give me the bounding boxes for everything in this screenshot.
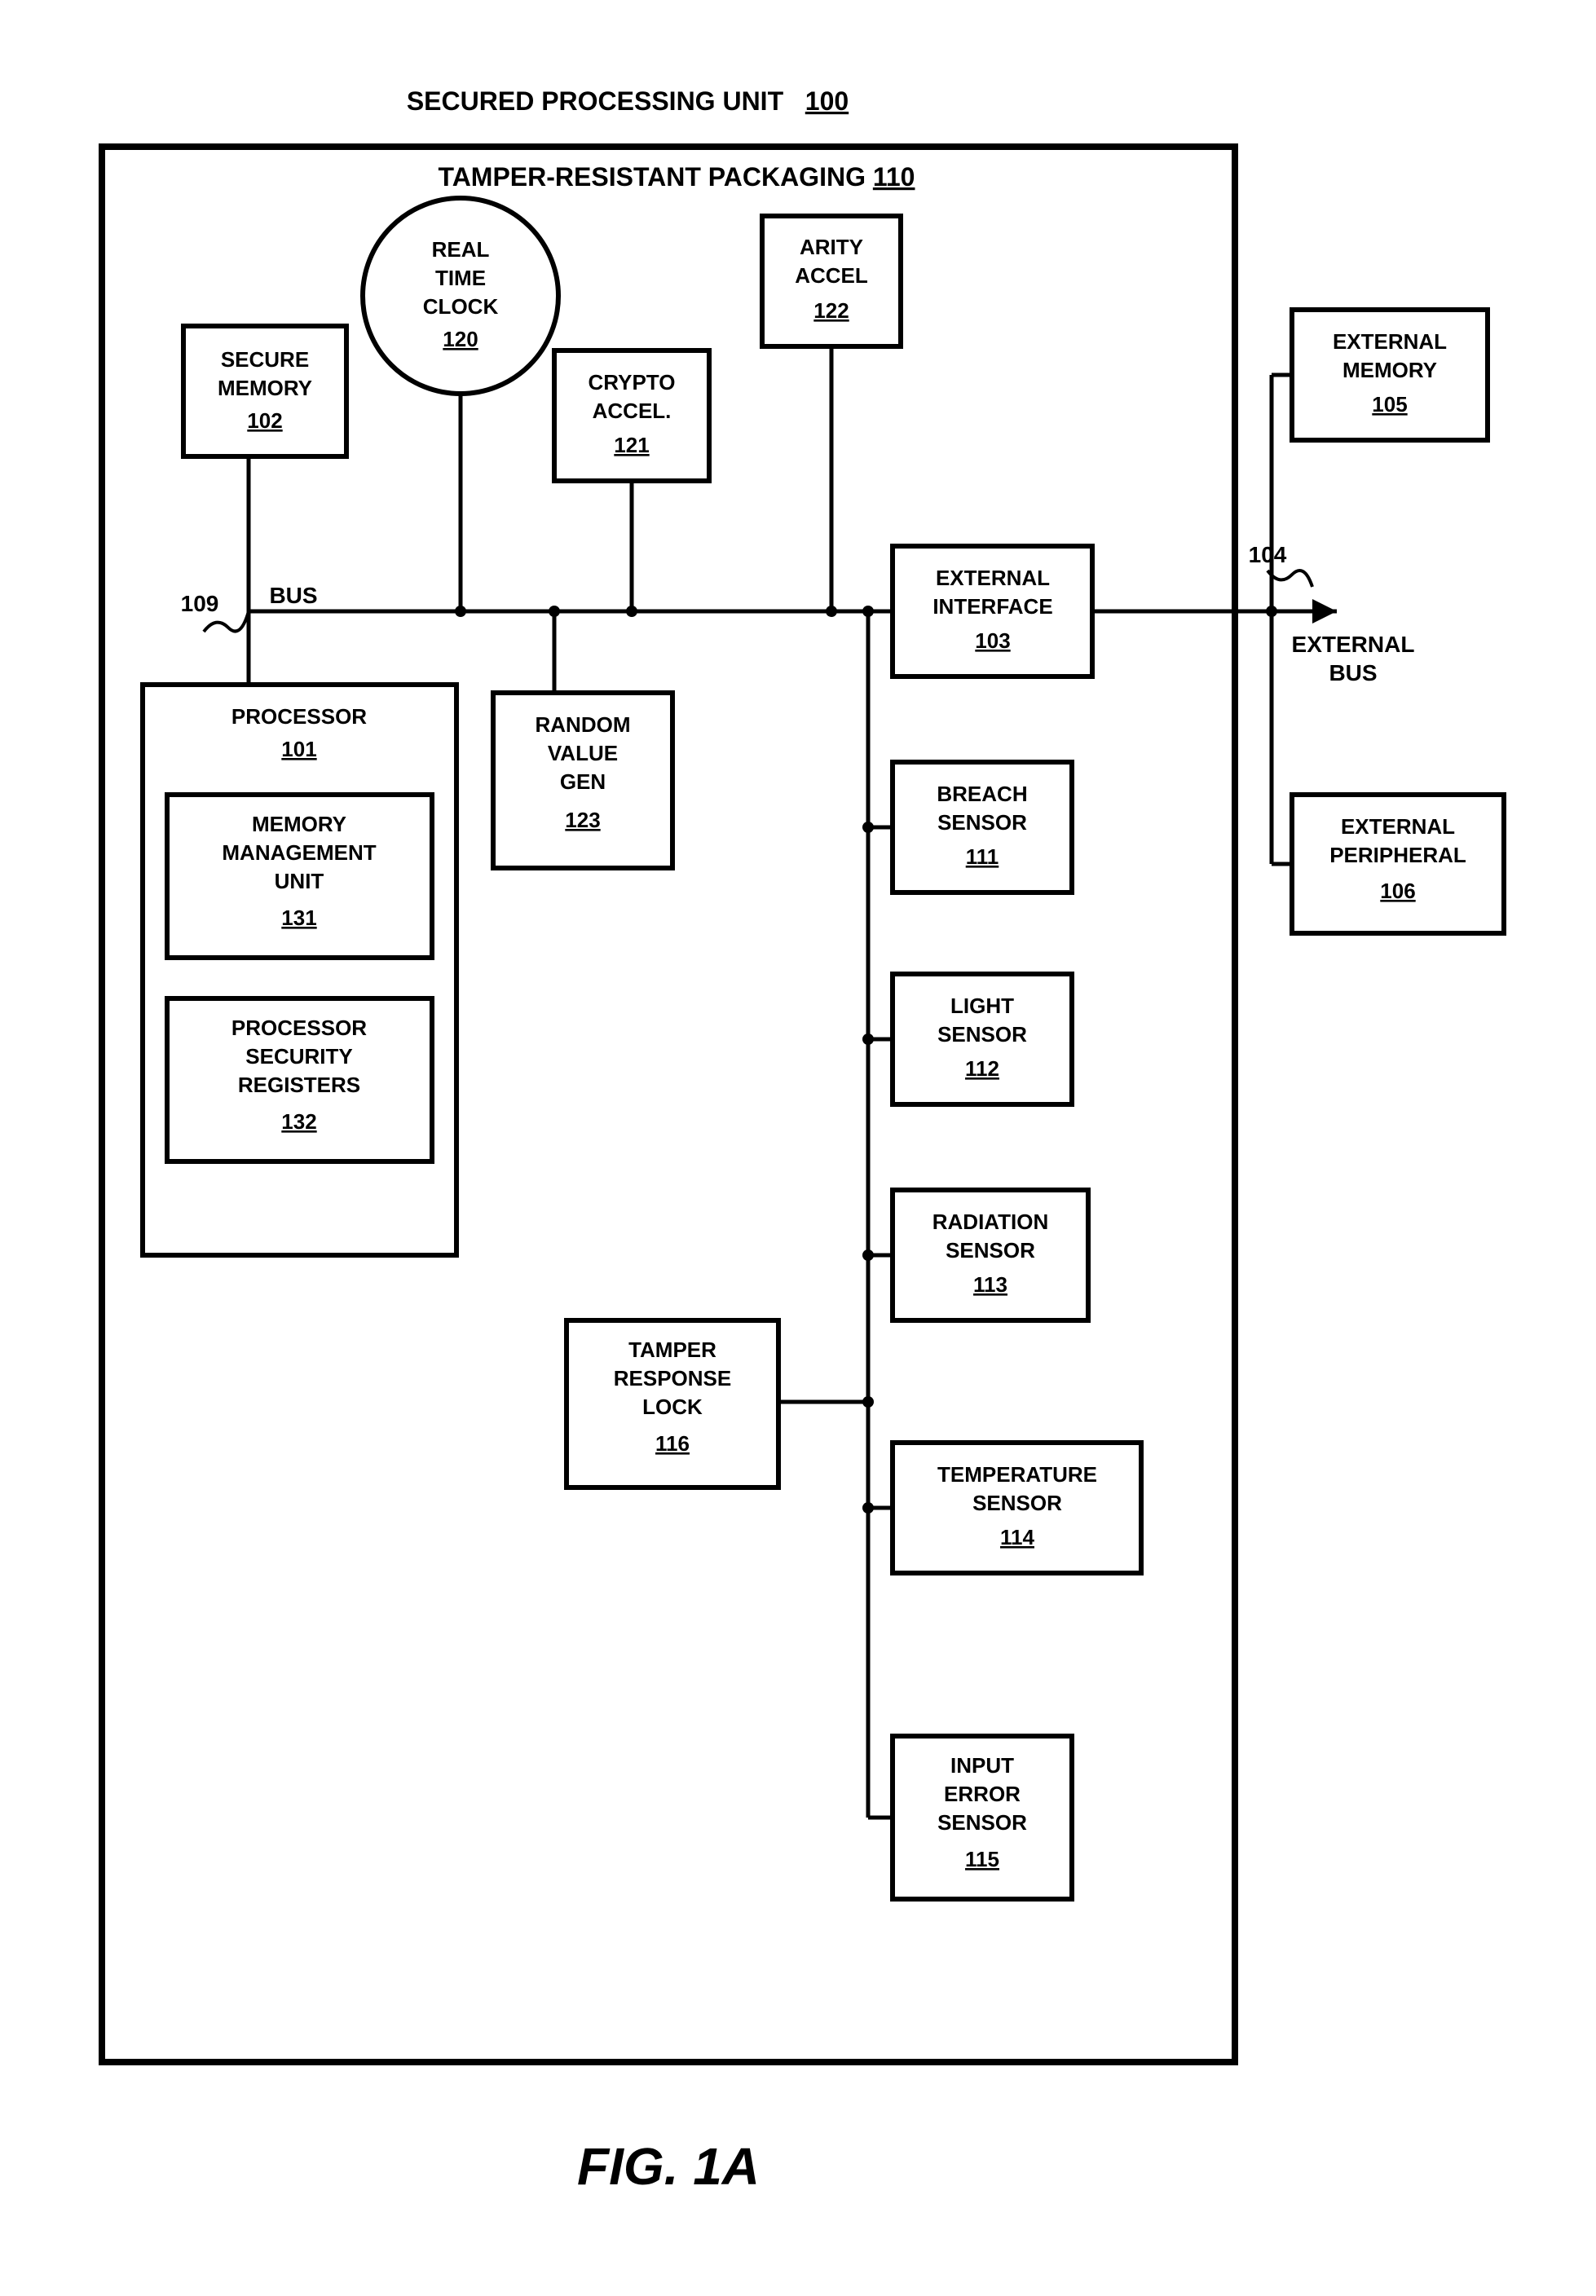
light-l2: SENSOR [937, 1022, 1027, 1047]
bus-ref-label: 109 [181, 591, 219, 616]
rtc-l1: REAL [432, 237, 490, 262]
light-ref: 112 [965, 1056, 999, 1081]
psr-ref: 132 [281, 1109, 316, 1134]
crypto-l2: ACCEL. [593, 399, 672, 423]
processor-box [143, 685, 456, 1255]
arity-bus-dot [826, 606, 837, 617]
tamper-l2: RESPONSE [614, 1366, 732, 1390]
psr-l2: SECURITY [245, 1044, 352, 1069]
arity-ref: 122 [813, 298, 849, 323]
rvg-l3: GEN [560, 769, 606, 794]
radiation-ref: 113 [973, 1272, 1007, 1297]
ies-l3: SENSOR [937, 1810, 1027, 1835]
secure-memory-ref: 102 [247, 408, 282, 433]
arity-l1: ARITY [800, 235, 863, 259]
bus-arrowhead [1312, 599, 1337, 624]
breach-ref: 111 [966, 844, 999, 869]
processor-l1: PROCESSOR [231, 704, 367, 729]
ies-ref: 115 [965, 1847, 999, 1871]
breach-l1: BREACH [937, 782, 1027, 806]
ext-bus-label1: EXTERNAL [1292, 632, 1415, 657]
tamper-l1: TAMPER [628, 1337, 716, 1362]
ext-bus-ref: 104 [1249, 542, 1287, 567]
processor-ref: 101 [281, 737, 316, 761]
mmu-l3: UNIT [275, 869, 324, 893]
sensor-bus-top-dot [862, 606, 874, 617]
ext-bus-dot [1266, 606, 1277, 617]
extmem-l2: MEMORY [1342, 358, 1437, 382]
temp-l1: TEMPERATURE [937, 1462, 1097, 1487]
light-l1: LIGHT [950, 994, 1014, 1018]
crypto-bus-dot [626, 606, 637, 617]
ies-l1: INPUT [950, 1753, 1014, 1778]
secure-memory-l2: MEMORY [218, 376, 312, 400]
figure-label: FIG. 1A [577, 2137, 760, 2196]
radiation-l1: RADIATION [932, 1210, 1049, 1234]
rvg-l2: VALUE [548, 741, 618, 765]
extperiph-l1: EXTERNAL [1341, 814, 1455, 839]
extmem-l1: EXTERNAL [1333, 329, 1447, 354]
rtc-bus-dot [455, 606, 466, 617]
temp-l2: SENSOR [972, 1491, 1062, 1515]
light-dot [862, 1033, 874, 1045]
mmu-l2: MANAGEMENT [222, 840, 376, 865]
packaging-title: TAMPER-RESISTANT PACKAGING 110 [439, 162, 915, 192]
radiation-dot [862, 1249, 874, 1261]
rvg-ref: 123 [565, 808, 600, 832]
crypto-l1: CRYPTO [589, 370, 676, 394]
ies-l2: ERROR [944, 1782, 1021, 1806]
secure-memory-l1: SECURE [221, 347, 309, 372]
rvg-bus-dot [549, 606, 560, 617]
breach-l2: SENSOR [937, 810, 1027, 835]
rtc-l2: TIME [435, 266, 486, 290]
temp-dot [862, 1502, 874, 1514]
diagram-root: SECURED PROCESSING UNIT 100 TAMPER-RESIS… [0, 0, 1596, 2296]
mmu-ref: 131 [281, 906, 316, 930]
ext-bus-label2: BUS [1329, 660, 1377, 685]
rtc-l3: CLOCK [423, 294, 499, 319]
extif-ref: 103 [975, 628, 1010, 653]
tamper-l3: LOCK [642, 1395, 703, 1419]
crypto-ref: 121 [614, 433, 649, 457]
extif-l2: INTERFACE [932, 594, 1052, 619]
rtc-ref: 120 [443, 327, 478, 351]
bus-label: BUS [269, 583, 317, 608]
psr-l3: REGISTERS [238, 1073, 360, 1097]
extif-l1: EXTERNAL [936, 566, 1050, 590]
extperiph-ref: 106 [1380, 879, 1415, 903]
psr-l1: PROCESSOR [231, 1016, 367, 1040]
tamper-dot [862, 1396, 874, 1408]
mmu-l1: MEMORY [252, 812, 346, 836]
radiation-l2: SENSOR [946, 1238, 1035, 1263]
rvg-l1: RANDOM [536, 712, 631, 737]
arity-l2: ACCEL [795, 263, 868, 288]
title-text: SECURED PROCESSING UNIT 100 [407, 86, 849, 116]
ext-bus-ref-squiggle [1268, 571, 1312, 587]
breach-dot [862, 822, 874, 833]
temp-ref: 114 [1000, 1525, 1034, 1549]
extperiph-l2: PERIPHERAL [1329, 843, 1466, 867]
extmem-ref: 105 [1372, 392, 1407, 416]
tamper-ref: 116 [655, 1431, 690, 1456]
